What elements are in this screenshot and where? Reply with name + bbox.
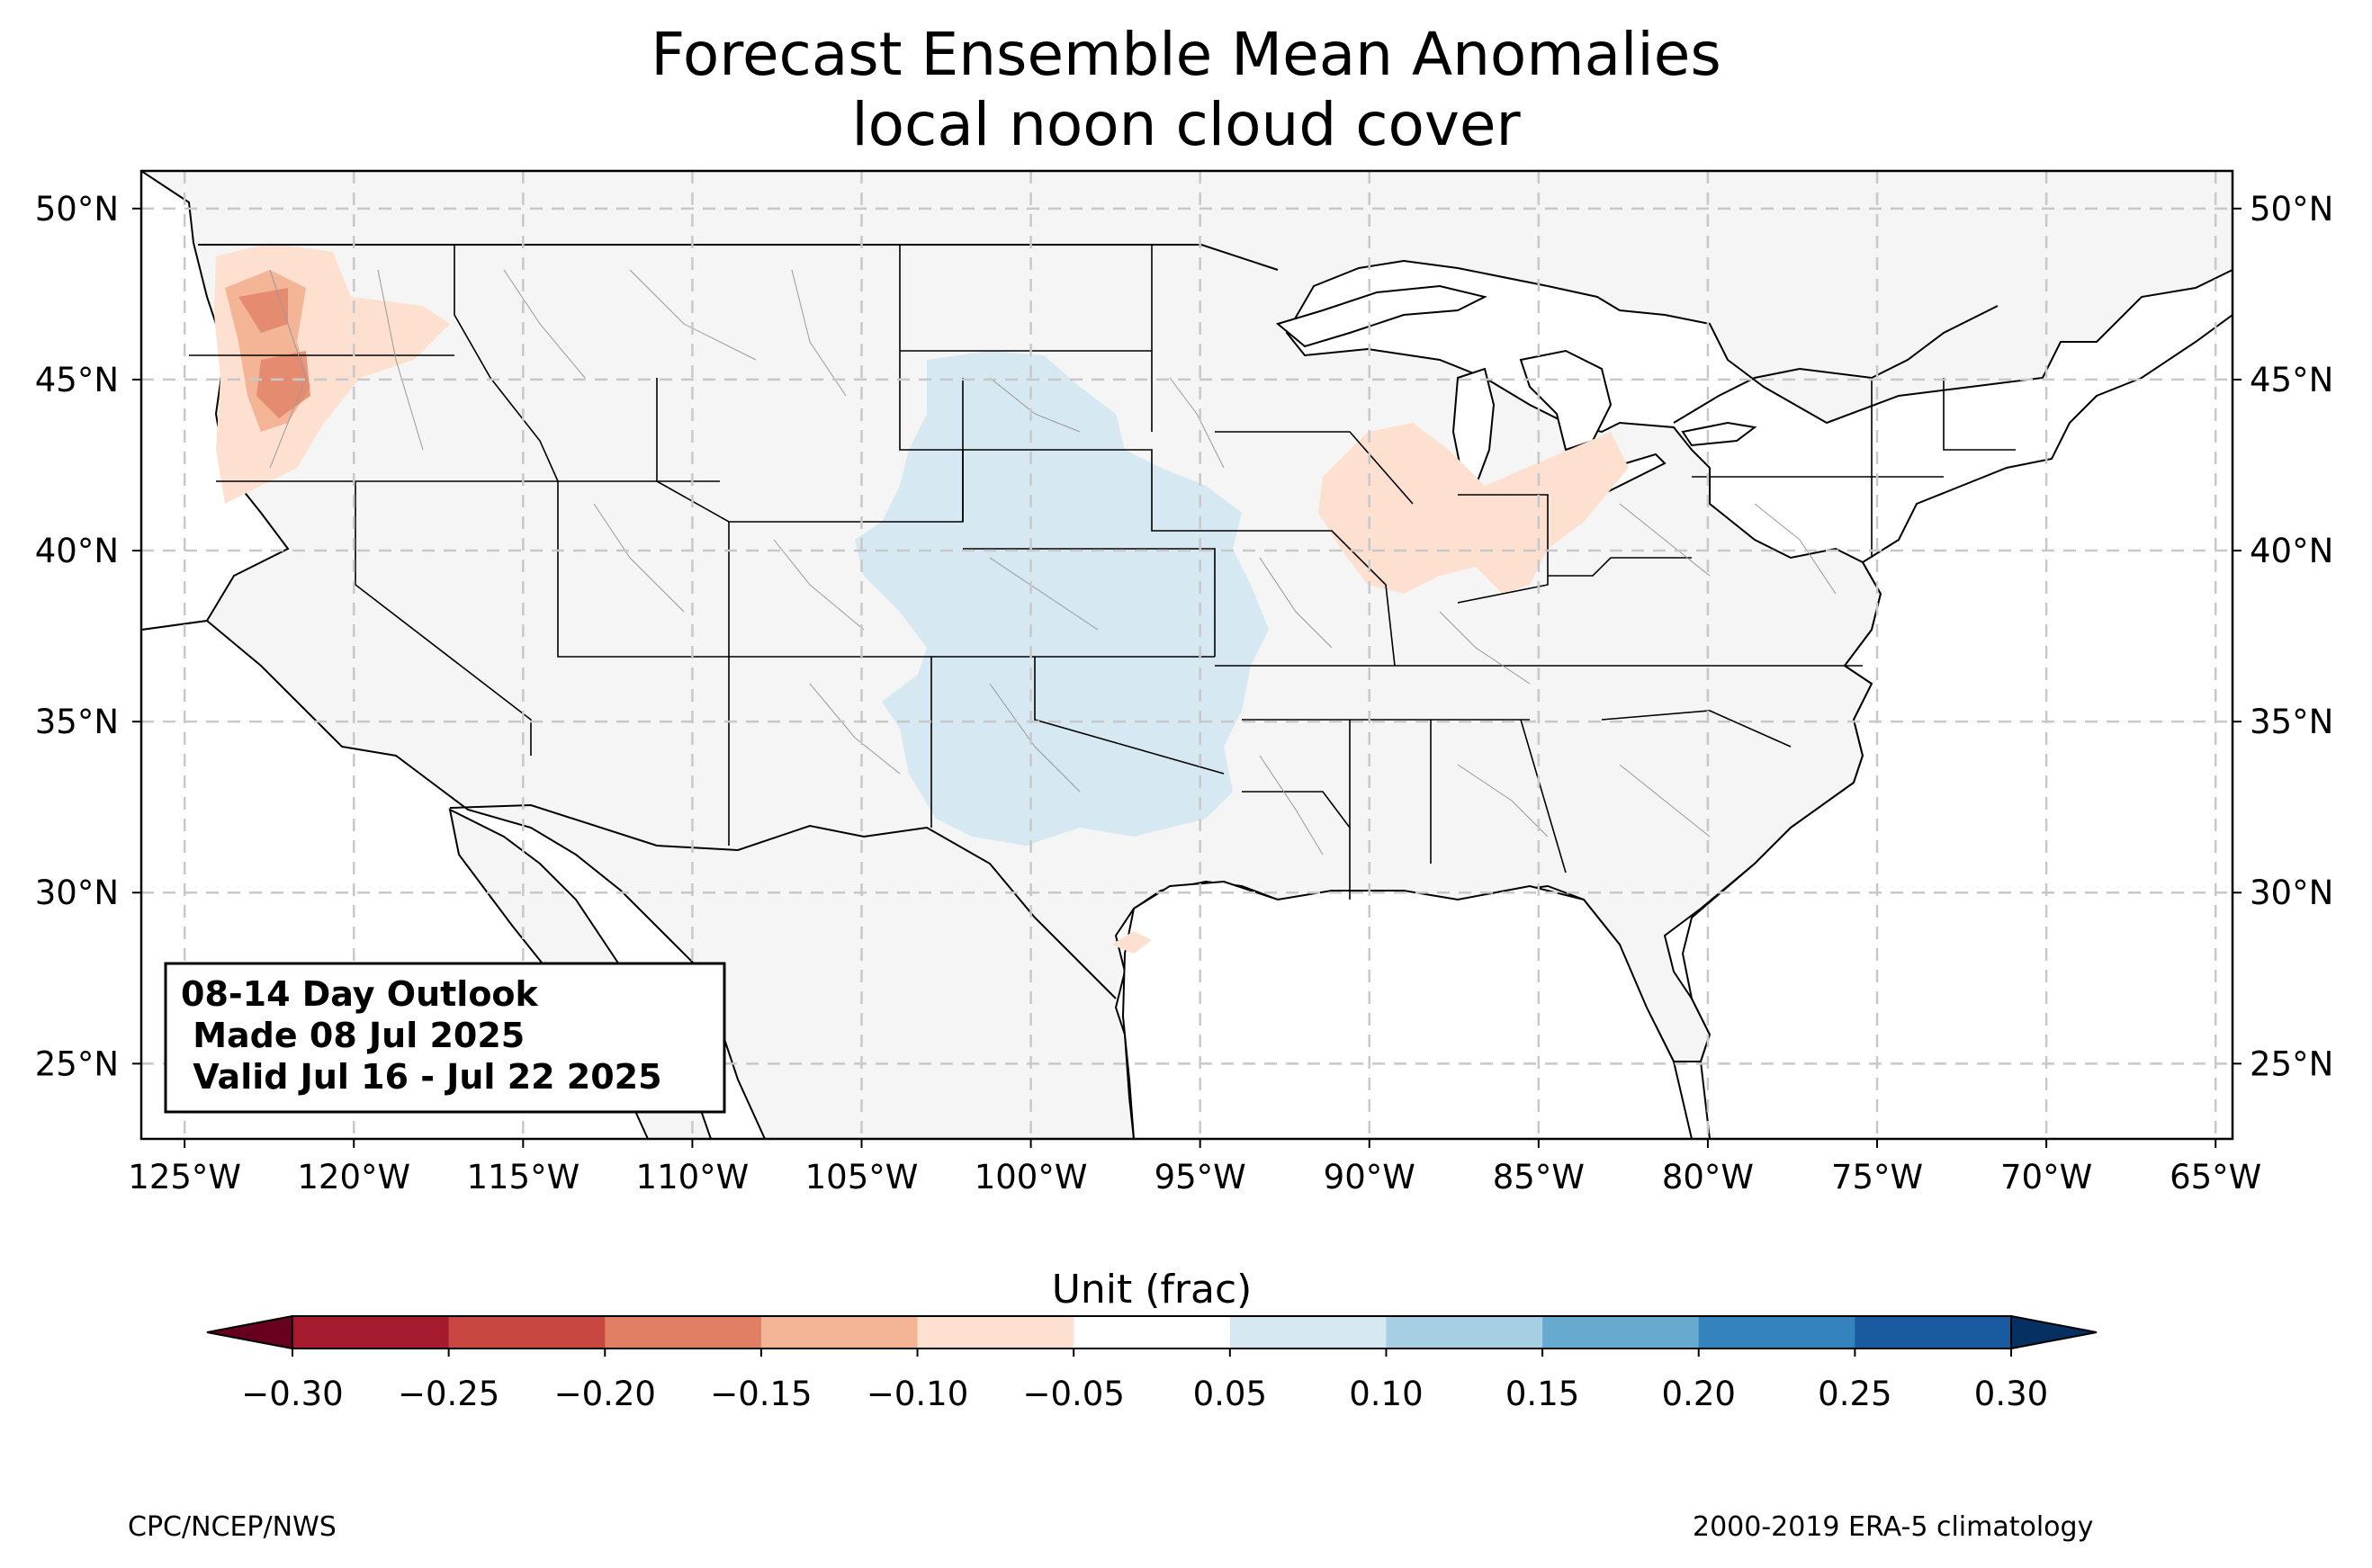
- lake-michigan: [1451, 367, 1496, 488]
- colorbar-tick-label: 0.25: [1818, 1375, 1891, 1413]
- lake-superior: [1275, 284, 1487, 348]
- longitude-tick-label: 65°W: [2170, 1158, 2261, 1196]
- colorbar-segment: [1386, 1316, 1543, 1348]
- colorbar-tick-label: 0.30: [1974, 1375, 2048, 1413]
- latitude-tick-label-left: 25°N: [35, 1044, 119, 1083]
- longitude-tick-label: 120°W: [297, 1158, 410, 1196]
- latitude-tick-label-right: 50°N: [2250, 190, 2333, 228]
- lake-ontario: [1681, 421, 1757, 447]
- colorbar-segment: [917, 1316, 1074, 1348]
- latitude-tick-label-left: 35°N: [35, 703, 119, 741]
- latitude-tick-label-right: 40°N: [2250, 532, 2333, 570]
- latitude-ticks: 50°N 50°N 45°N 45°N 40°N 40°N 35°N 35°N 30°N 30°N…: [35, 190, 2334, 1084]
- longitude-tick-label: 70°W: [2000, 1158, 2092, 1196]
- latitude-tick-label-left: 50°N: [35, 190, 119, 228]
- longitude-tick-label: 80°W: [1662, 1158, 1754, 1196]
- longitude-tick-label: 115°W: [466, 1158, 580, 1196]
- colorbar-segment: [1855, 1316, 2012, 1348]
- outlook-made-date: Made 08 Jul 2025: [181, 1016, 525, 1055]
- latitude-tick-label-right: 30°N: [2250, 874, 2333, 912]
- latitude-tick-label-right: 45°N: [2250, 361, 2333, 399]
- longitude-tick-label: 75°W: [1831, 1158, 1923, 1196]
- latitude-tick-label-right: 25°N: [2250, 1044, 2333, 1083]
- footer-credit-right: 2000-2019 ERA-5 climatology: [1693, 1511, 2094, 1543]
- colorbar-frame: [292, 1315, 2012, 1349]
- longitude-tick-label: 110°W: [636, 1158, 750, 1196]
- colorbar-tick-label: −0.20: [554, 1375, 656, 1413]
- colorbar-under-arrow: [206, 1314, 293, 1350]
- colorbar-tick-label: −0.25: [398, 1375, 499, 1413]
- footer-credit-left: CPC/NCEP/NWS: [128, 1511, 337, 1543]
- longitude-tick-label: 95°W: [1155, 1158, 1246, 1196]
- longitude-ticks: 125°W 120°W 115°W 110°W 105°W 100°W 95°W 90°W 85…: [128, 1139, 2261, 1196]
- colorbar-over-arrow: [2010, 1314, 2098, 1350]
- colorbar-segment: [760, 1316, 919, 1348]
- map-frame: [139, 169, 2234, 1141]
- latitude-tick-label-left: 30°N: [35, 874, 119, 912]
- anomaly-texas-coast: [1111, 931, 1152, 954]
- colorbar-tick-label: −0.05: [1022, 1375, 1124, 1413]
- colorbar-tick-label: 0.15: [1505, 1375, 1579, 1413]
- county-lines: [269, 269, 1837, 856]
- state-borders: [189, 245, 2016, 900]
- colorbar: Unit (frac) −0.30 −0.25 −0.20 −0.15 −0.10 −0.…: [206, 1267, 2098, 1413]
- colorbar-tick-label: 0.20: [1662, 1375, 1736, 1413]
- latitude-tick-label-left: 40°N: [35, 532, 119, 570]
- colorbar-segment: [1074, 1316, 1231, 1348]
- longitude-tick-label: 105°W: [805, 1158, 919, 1196]
- longitude-tick-label: 125°W: [128, 1158, 241, 1196]
- colorbar-segment: [292, 1316, 450, 1348]
- longitude-tick-label: 90°W: [1324, 1158, 1415, 1196]
- colorbar-tick-label: 0.10: [1349, 1375, 1423, 1413]
- anomaly-pacific-northwest-core: [238, 288, 310, 418]
- longitude-tick-label: 100°W: [975, 1158, 1088, 1196]
- latitude-tick-label-left: 45°N: [35, 361, 119, 399]
- colorbar-segment: [1229, 1316, 1387, 1348]
- longitude-tick-label: 85°W: [1493, 1158, 1585, 1196]
- colorbar-tick-label: −0.10: [867, 1375, 968, 1413]
- outlook-title: 08-14 Day Outlook: [181, 974, 539, 1014]
- colorbar-ticks: −0.30 −0.25 −0.20 −0.15 −0.10 −0.05 0.05 0.10 0.…: [241, 1348, 2048, 1413]
- colorbar-label: Unit (frac): [1052, 1267, 1253, 1313]
- latitude-tick-label-right: 35°N: [2250, 703, 2333, 741]
- chart-title-line-1: Forecast Ensemble Mean Anomalies: [651, 20, 1721, 89]
- colorbar-segment: [605, 1316, 762, 1348]
- colorbar-segment: [1698, 1316, 1855, 1348]
- colorbar-segment: [448, 1316, 606, 1348]
- colorbar-tick-label: 0.05: [1193, 1375, 1267, 1413]
- outlook-box-frame: [164, 962, 726, 1114]
- colorbar-segment: [1542, 1316, 1700, 1348]
- chart-title-line-2: local noon cloud cover: [851, 90, 1521, 159]
- colorbar-segments: [292, 1316, 2012, 1348]
- colorbar-tick-label: −0.15: [710, 1375, 812, 1413]
- colorbar-tick-label: −0.30: [241, 1375, 343, 1413]
- outlook-box: 08-14 Day Outlook Made 08 Jul 2025 Valid…: [164, 962, 726, 1114]
- outlook-valid-range: Valid Jul 16 - Jul 22 2025: [181, 1057, 662, 1097]
